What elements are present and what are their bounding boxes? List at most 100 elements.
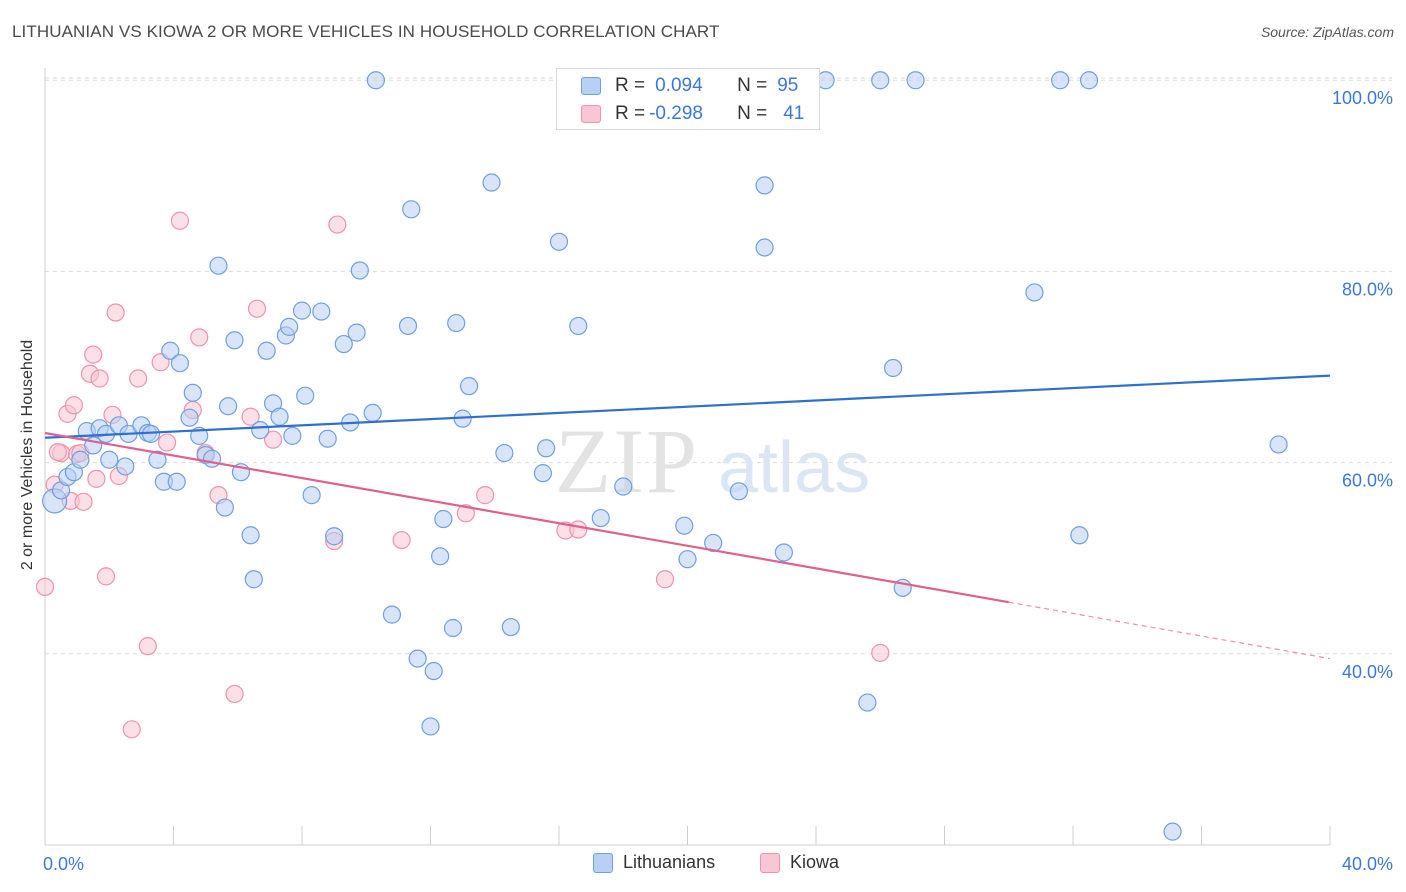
lithuanians-trend-line <box>44 374 1331 439</box>
y-tick-label: 100.0% <box>1332 88 1393 108</box>
kiowa-legend-swatch <box>760 852 780 873</box>
lithuanians-point <box>302 486 321 505</box>
lithuanians-point <box>318 429 337 448</box>
lithuanians-point <box>431 547 450 566</box>
lithuanians-point <box>167 472 186 491</box>
lithuanians-point <box>202 449 222 468</box>
trend-lines <box>44 374 1331 660</box>
kiowa-point <box>122 720 141 739</box>
lithuanians-point <box>257 341 276 360</box>
y-tick-label: 40.0% <box>1342 662 1393 682</box>
kiowa-point <box>190 328 209 347</box>
lithuanians-point <box>1079 71 1099 90</box>
lithuanians-point <box>244 570 263 589</box>
lithuanians-point <box>251 421 270 440</box>
lithuanians-points <box>42 71 1288 841</box>
watermark: ZIP atlas <box>555 410 870 512</box>
lithuanians-point <box>382 605 402 624</box>
stats-legend: R = 0.094 N = 95 R = -0.298 N = 41 <box>556 68 820 130</box>
legend-item-kiowa: Kiowa <box>760 852 839 873</box>
lithuanians-point <box>161 341 180 360</box>
lithuanians-point <box>100 450 119 469</box>
n-label: N = <box>737 75 768 96</box>
legend-row-kiowa: R = -0.298 N = 41 <box>581 100 804 128</box>
lithuanians-point <box>408 649 427 668</box>
lithuanians-point <box>402 200 421 219</box>
lithuanians-point <box>219 397 238 416</box>
kiowa-point <box>225 684 244 704</box>
kiowa-point <box>157 433 177 452</box>
lithuanians-point <box>292 301 312 320</box>
lithuanians-point <box>704 533 723 553</box>
kiowa-trend-extension <box>1008 601 1331 660</box>
kiowa-point <box>476 486 495 505</box>
watermark-zip: ZIP <box>555 410 699 512</box>
lithuanians-point <box>447 313 466 333</box>
lithuanians-point <box>443 618 463 638</box>
kiowa-legend-label: Kiowa <box>790 852 840 872</box>
lithuanians-point <box>729 482 749 501</box>
lithuanians-point <box>1025 283 1044 302</box>
kiowa-point <box>96 567 116 586</box>
grid-layer <box>45 77 1392 655</box>
y-axis-label: 2 or more Vehicles in Household <box>19 339 36 571</box>
lithuanians-point <box>366 71 385 90</box>
lithuanians-point <box>421 717 440 736</box>
x-tick-label: 0.0% <box>43 854 84 874</box>
lithuanians-point <box>755 238 774 257</box>
y-tick-label: 80.0% <box>1342 279 1393 299</box>
r-label: R = <box>615 103 646 124</box>
lithuanians-point <box>678 550 697 569</box>
lithuanians-point <box>148 450 167 469</box>
legend-item-lithuanians: Lithuanians <box>593 852 715 873</box>
kiowa-point <box>170 211 190 230</box>
kiowa-point <box>35 577 55 596</box>
lithuanians-point <box>424 661 443 681</box>
kiowa-point <box>64 396 84 415</box>
lithuanians-point <box>398 316 418 336</box>
lithuanians-point <box>533 464 553 483</box>
r-label: R = <box>615 75 646 96</box>
lithuanians-point <box>906 71 925 90</box>
lithuanians-point <box>241 526 260 545</box>
kiowa-point <box>263 430 283 449</box>
lithuanians-point <box>591 508 610 528</box>
r-value: 0.094 <box>655 75 703 96</box>
lithuanians-point <box>459 377 479 396</box>
kiowa-point <box>48 443 67 462</box>
kiowa-swatch <box>581 105 601 123</box>
lithuanians-point <box>170 354 190 373</box>
legend-row-lithuanians: R = 0.094 N = 95 <box>581 72 798 100</box>
lithuanians-point <box>209 256 228 275</box>
lithuanians-point <box>116 457 135 476</box>
lithuanians-point <box>296 386 315 405</box>
lithuanians-point <box>501 617 520 637</box>
kiowa-points <box>35 211 890 739</box>
lithuanians-point <box>755 176 774 195</box>
lithuanians-point <box>270 407 289 426</box>
lithuanians-point <box>537 439 556 458</box>
lithuanians-point <box>614 477 633 496</box>
source-label: Source: ZipAtlas.com <box>1260 24 1394 40</box>
lithuanians-point <box>569 316 588 336</box>
kiowa-point <box>655 570 675 589</box>
tick-labels: 40.0% 60.0% 80.0% 100.0% 0.0% 40.0% <box>43 88 1393 874</box>
kiowa-point <box>129 369 148 388</box>
kiowa-point <box>241 407 260 426</box>
kiowa-point <box>456 504 475 523</box>
lithuanians-point <box>871 71 890 90</box>
kiowa-point <box>90 369 109 388</box>
kiowa-point <box>328 215 347 234</box>
axis-layer <box>44 68 1331 846</box>
lithuanians-point <box>434 509 453 529</box>
y-tick-label: 60.0% <box>1342 471 1393 491</box>
lithuanians-point <box>350 261 369 280</box>
lithuanians-legend-swatch <box>593 852 613 873</box>
n-value: 95 <box>777 75 799 96</box>
lithuanians-point <box>495 443 514 463</box>
kiowa-point <box>247 299 267 318</box>
lithuanians-point <box>183 383 202 402</box>
kiowa-point <box>871 643 890 662</box>
lithuanians-point <box>1163 822 1182 841</box>
